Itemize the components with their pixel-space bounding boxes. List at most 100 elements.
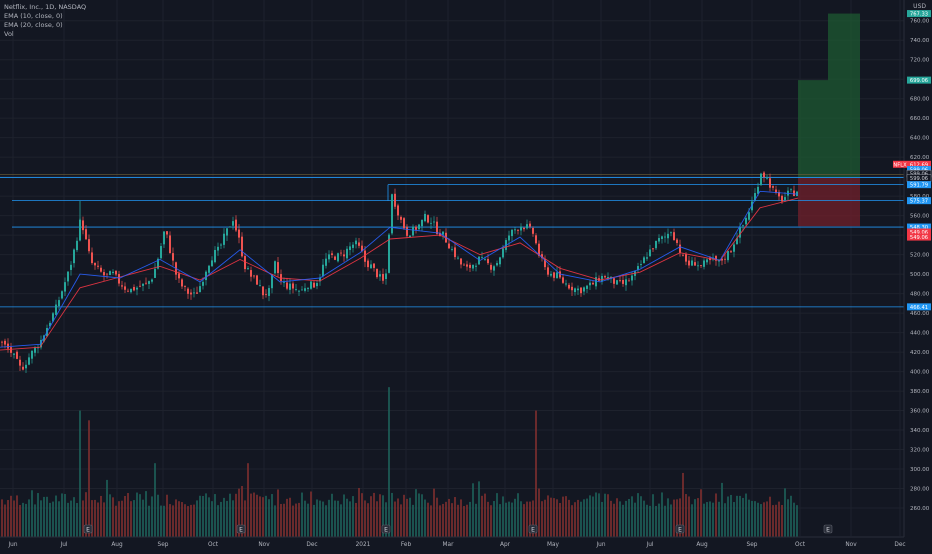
- volume-bar: [559, 503, 561, 540]
- volume-bar: [664, 505, 666, 540]
- time-tick-label: Apr: [500, 542, 511, 548]
- volume-bar: [583, 499, 585, 540]
- earnings-icon-box: [823, 524, 833, 534]
- candle-body: [184, 286, 186, 287]
- candle-body: [670, 232, 672, 234]
- volume-bar: [163, 505, 165, 540]
- candle-body: [160, 246, 162, 259]
- volume-bar: [736, 495, 738, 540]
- symbol-title[interactable]: Netflix, Inc., 1D, NASDAQ: [4, 3, 87, 11]
- candle-body: [91, 252, 93, 264]
- earnings-icon-box: [528, 524, 538, 534]
- candle-body: [64, 282, 66, 292]
- volume-bar: [337, 500, 339, 540]
- candle-body: [595, 277, 597, 287]
- price-label-box: [907, 181, 931, 189]
- volume-bar: [571, 505, 573, 540]
- volume-bar: [565, 496, 567, 540]
- volume-bar: [553, 498, 555, 540]
- volume-bar: [133, 500, 135, 540]
- candle-body: [262, 286, 264, 296]
- volume-bar: [7, 500, 9, 540]
- candle-body: [502, 248, 504, 258]
- volume-legend[interactable]: Vol: [4, 30, 14, 38]
- candle-body: [400, 216, 402, 220]
- volume-bar: [739, 495, 741, 540]
- time-axis[interactable]: Jun Jul Aug Sep Oct Nov Dec 2021 Feb Mar Apr May Jun…: [0, 536, 932, 550]
- candle-body: [31, 350, 33, 359]
- volume-bar: [109, 494, 111, 540]
- volume-bar: [643, 500, 645, 540]
- candle-body: [667, 233, 669, 239]
- candle-body: [514, 229, 516, 231]
- volume-bar: [139, 494, 141, 540]
- candle-body: [349, 246, 351, 250]
- time-tick-label: Dec: [306, 542, 317, 548]
- volume-bar: [82, 500, 84, 540]
- volume-bar: [280, 503, 282, 540]
- candle-body: [43, 335, 45, 342]
- candle-body: [661, 236, 663, 239]
- candle-body: [109, 271, 111, 276]
- candle-body: [562, 277, 564, 283]
- volume-bar: [406, 498, 408, 540]
- candle-body: [574, 288, 576, 293]
- candle-body: [793, 190, 795, 197]
- volume-bar: [625, 500, 627, 540]
- candle-body: [34, 347, 36, 353]
- volume-bar: [403, 494, 405, 540]
- candle-body: [748, 212, 750, 220]
- currency-label[interactable]: USD: [913, 3, 926, 10]
- volume-bar: [670, 504, 672, 540]
- price-axis-bg: [904, 0, 932, 550]
- volume-bar: [523, 504, 525, 540]
- candle-body: [259, 285, 261, 287]
- volume-bar: [292, 505, 294, 540]
- volume-bar: [658, 503, 660, 540]
- volume-bar: [346, 498, 348, 540]
- candle-body: [772, 186, 774, 188]
- ema-fast-legend[interactable]: EMA (10, close, 0): [4, 12, 63, 20]
- volume-bar: [247, 463, 249, 540]
- candle-body: [418, 224, 420, 230]
- volume-bar: [241, 486, 243, 540]
- candle-body: [190, 292, 192, 295]
- candle-body: [484, 259, 486, 260]
- price-axis[interactable]: 760.00740.00720.00700.00680.00660.00640.…: [903, 0, 932, 550]
- volume-bar: [655, 505, 657, 540]
- candle-body: [265, 294, 267, 295]
- volume-bar: [388, 387, 390, 540]
- candle-body: [520, 226, 522, 231]
- volume-bar: [790, 495, 792, 540]
- candle-body: [679, 244, 681, 254]
- candle-body: [706, 259, 708, 263]
- candle-body: [385, 273, 387, 280]
- candle-body: [436, 221, 438, 234]
- candle-body: [388, 234, 390, 273]
- candle-body: [673, 232, 675, 241]
- volume-bar: [466, 504, 468, 540]
- volume-bar: [169, 504, 171, 540]
- price-tick-label: 560.00: [910, 214, 930, 220]
- volume-bar: [619, 501, 621, 540]
- earnings-icon-box: [83, 524, 93, 534]
- volume-bar: [610, 500, 612, 540]
- volume-bar: [202, 495, 204, 540]
- candle-body: [136, 287, 138, 290]
- candle-body: [274, 261, 276, 274]
- volume-bar: [592, 496, 594, 540]
- candle-body: [469, 264, 471, 268]
- volume-bar: [685, 494, 687, 540]
- ema-slow-legend[interactable]: EMA (20, close, 0): [4, 21, 63, 29]
- price-tick-label: 740.00: [910, 38, 930, 44]
- position-zones[interactable]: [798, 13, 860, 227]
- candle-body: [178, 273, 180, 279]
- candle-body: [337, 253, 339, 262]
- candle-body: [166, 231, 168, 235]
- volume-bar: [331, 493, 333, 540]
- volume-bar: [61, 493, 63, 540]
- volume-bar: [646, 504, 648, 540]
